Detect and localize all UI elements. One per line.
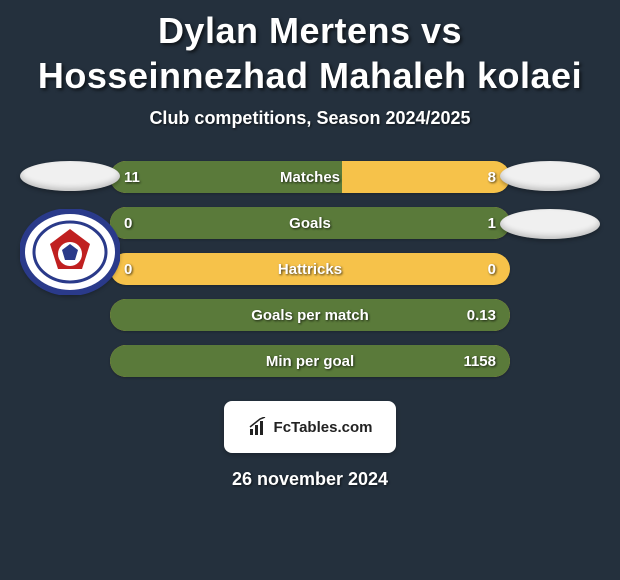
stat-row: Goals per match0.13 — [110, 299, 510, 331]
stat-row: 11Matches8 — [110, 161, 510, 193]
brand-badge: FcTables.com — [224, 401, 396, 453]
placeholder-badge — [500, 161, 600, 191]
placeholder-badge — [20, 161, 120, 191]
date-text: 26 november 2024 — [10, 469, 610, 490]
stat-value-right: 0.13 — [453, 299, 510, 331]
stat-rows: 11Matches80Goals10Hattricks0Goals per ma… — [110, 161, 510, 377]
subtitle: Club competitions, Season 2024/2025 — [10, 108, 610, 129]
stat-value-right: 1 — [474, 207, 510, 239]
stat-value-right: 1158 — [449, 345, 510, 377]
stats-area: 11Matches80Goals10Hattricks0Goals per ma… — [10, 161, 610, 377]
stat-label: Hattricks — [110, 253, 510, 285]
stat-label: Goals per match — [110, 299, 510, 331]
stat-value-right: 8 — [474, 161, 510, 193]
stat-value-right: 0 — [474, 253, 510, 285]
chart-icon — [248, 417, 268, 437]
placeholder-badge — [500, 209, 600, 239]
stat-label: Matches — [110, 161, 510, 193]
brand-text: FcTables.com — [274, 419, 373, 436]
stat-row: 0Hattricks0 — [110, 253, 510, 285]
club-badge — [20, 209, 120, 295]
stat-label: Goals — [110, 207, 510, 239]
stat-row: 0Goals1 — [110, 207, 510, 239]
stat-row: Min per goal1158 — [110, 345, 510, 377]
page-title: Dylan Mertens vs Hosseinnezhad Mahaleh k… — [10, 0, 610, 108]
